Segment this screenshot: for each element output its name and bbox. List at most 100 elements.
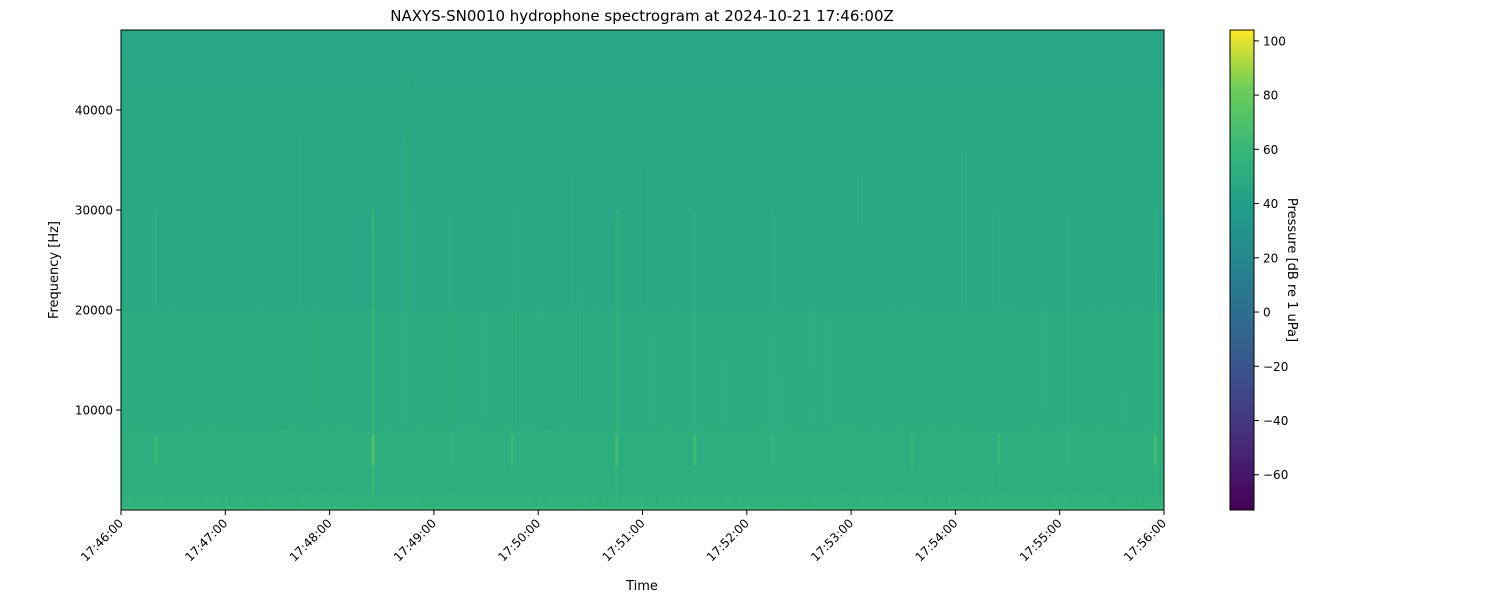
heatmap-streak [1111,314,1114,506]
heatmap-streak [711,360,715,506]
heatmap-streak [808,371,811,506]
heatmap-streak [166,130,169,506]
heatmap-streak [1130,90,1133,506]
heatmap-streak [803,427,805,506]
heatmap-streak [619,118,622,506]
heatmap-streak [698,234,702,506]
heatmap-streak [940,323,943,506]
heatmap-streak [721,144,724,507]
heatmap-streak [146,371,149,506]
heatmap-streak [1053,214,1055,506]
heatmap-streak [780,374,784,506]
heatmap-streak [1050,174,1052,506]
transient-streak [372,210,375,500]
heatmap-streak [525,335,528,506]
heatmap-streak [558,220,561,506]
colorbar-tick-label: 80 [1263,89,1278,103]
x-tick-label: 17:51:00 [600,516,648,564]
heatmap-streak [170,273,173,506]
heatmap-streak [1130,195,1133,507]
transient-streak [1067,210,1070,500]
colorbar-tick-label: 40 [1263,197,1278,211]
heatmap-streak [330,73,333,507]
x-tick-label: 17:49:00 [391,516,439,564]
colorbar-tick-label: 20 [1263,251,1278,265]
heatmap-streak [599,342,602,506]
heatmap-streak [757,283,759,506]
heatmap-streak [435,283,438,506]
x-tick-label: 17:54:00 [913,516,961,564]
colorbar-tick-label: 0 [1263,306,1271,320]
heatmap-streak [617,154,619,506]
transient-streak [910,210,913,500]
heatmap-streak [174,289,177,506]
heatmap-streak [951,166,953,506]
heatmap-streak [862,173,864,507]
heatmap-streak [579,286,582,506]
heatmap-streak [446,119,449,507]
heatmap-streak [618,180,620,506]
colorbar-tick-label: −60 [1263,468,1288,482]
heatmap-streak [408,295,411,506]
heatmap-streak [1020,213,1022,506]
heatmap-streak [126,210,129,506]
heatmap-streak [777,339,780,506]
heatmap-streak [146,299,149,506]
heatmap-streak [735,273,738,506]
heatmap-streak [1144,254,1146,506]
heatmap-streak [536,327,539,506]
heatmap-streak [623,426,626,506]
heatmap-streak [1080,194,1084,506]
heatmap-streak [133,300,136,506]
heatmap-streak [652,272,655,506]
heatmap-streak [626,334,629,506]
heatmap-streak [580,401,583,506]
y-tick-label: 30000 [75,204,113,218]
x-tick-label: 17:50:00 [495,516,543,564]
heatmap-streak [542,225,544,507]
heatmap-streak [405,361,408,506]
heatmap-streak [1069,143,1071,506]
transient-streak [771,210,774,500]
heatmap-streak [232,241,235,506]
heatmap-streak [732,178,735,506]
heatmap-streak [946,420,949,506]
heatmap-streak [1137,362,1139,506]
heatmap-streak [1155,267,1158,506]
heatmap-streak [409,207,411,507]
heatmap-streak [238,305,240,506]
colorbar [1229,29,1255,511]
heatmap-streak [462,236,465,506]
heatmap-streak [742,375,745,506]
heatmap-streak [821,369,824,506]
heatmap-streak [590,101,592,506]
heatmap-streak [1046,69,1048,506]
heatmap-streak [934,166,936,506]
heatmap-streak [345,280,348,506]
heatmap-streak [1030,117,1033,506]
heatmap-streak [722,357,725,506]
heatmap-streak [1142,290,1145,506]
transient-mark [1066,435,1070,465]
heatmap-streak [515,79,518,506]
heatmap-streak [273,209,276,506]
heatmap-streak [200,388,202,506]
heatmap-streak [1142,428,1144,506]
heatmap-streak [680,109,683,506]
heatmap-streak [749,277,753,506]
heatmap-streak [681,114,684,506]
heatmap-streak [770,333,772,506]
heatmap-streak [811,240,814,506]
heatmap-streak [374,231,376,506]
heatmap-streak [809,99,812,506]
heatmap-streak [480,190,483,506]
heatmap-streak [201,95,203,507]
heatmap-streak [369,94,372,506]
heatmap-streak [475,390,478,506]
heatmap-streak [299,137,302,506]
heatmap-streak [982,147,985,506]
heatmap-streak [1124,390,1127,506]
heatmap-streak [439,85,442,506]
transient-mark [449,435,453,465]
heatmap-streak [481,162,483,506]
